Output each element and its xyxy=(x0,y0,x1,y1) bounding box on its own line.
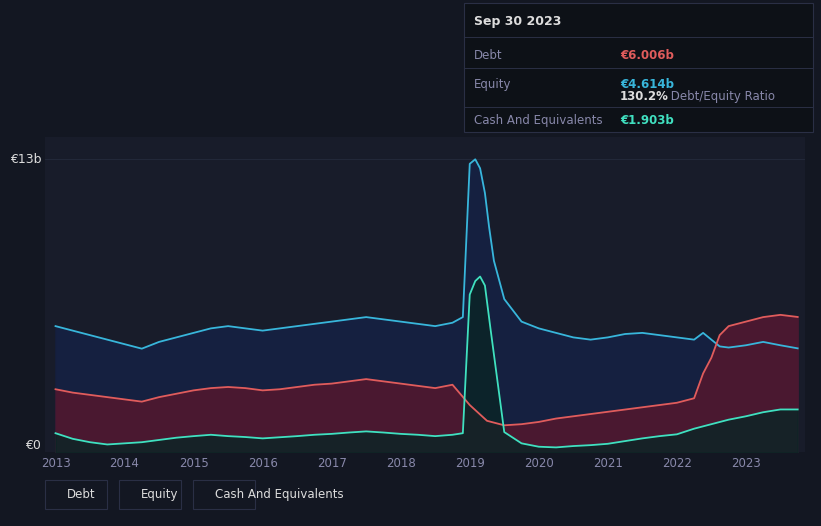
Text: Equity: Equity xyxy=(141,488,179,501)
Text: €1.903b: €1.903b xyxy=(620,115,673,127)
Text: Sep 30 2023: Sep 30 2023 xyxy=(474,15,561,27)
Text: €6.006b: €6.006b xyxy=(620,49,674,62)
Text: 130.2%: 130.2% xyxy=(620,90,669,103)
Text: Equity: Equity xyxy=(474,78,511,90)
Text: Debt: Debt xyxy=(474,49,502,62)
Text: €4.614b: €4.614b xyxy=(620,78,674,90)
Text: Debt: Debt xyxy=(67,488,96,501)
Text: €13b: €13b xyxy=(10,153,41,166)
Text: Cash And Equivalents: Cash And Equivalents xyxy=(474,115,603,127)
Text: Cash And Equivalents: Cash And Equivalents xyxy=(215,488,344,501)
Text: €0: €0 xyxy=(25,439,41,452)
Text: Debt/Equity Ratio: Debt/Equity Ratio xyxy=(667,90,776,103)
